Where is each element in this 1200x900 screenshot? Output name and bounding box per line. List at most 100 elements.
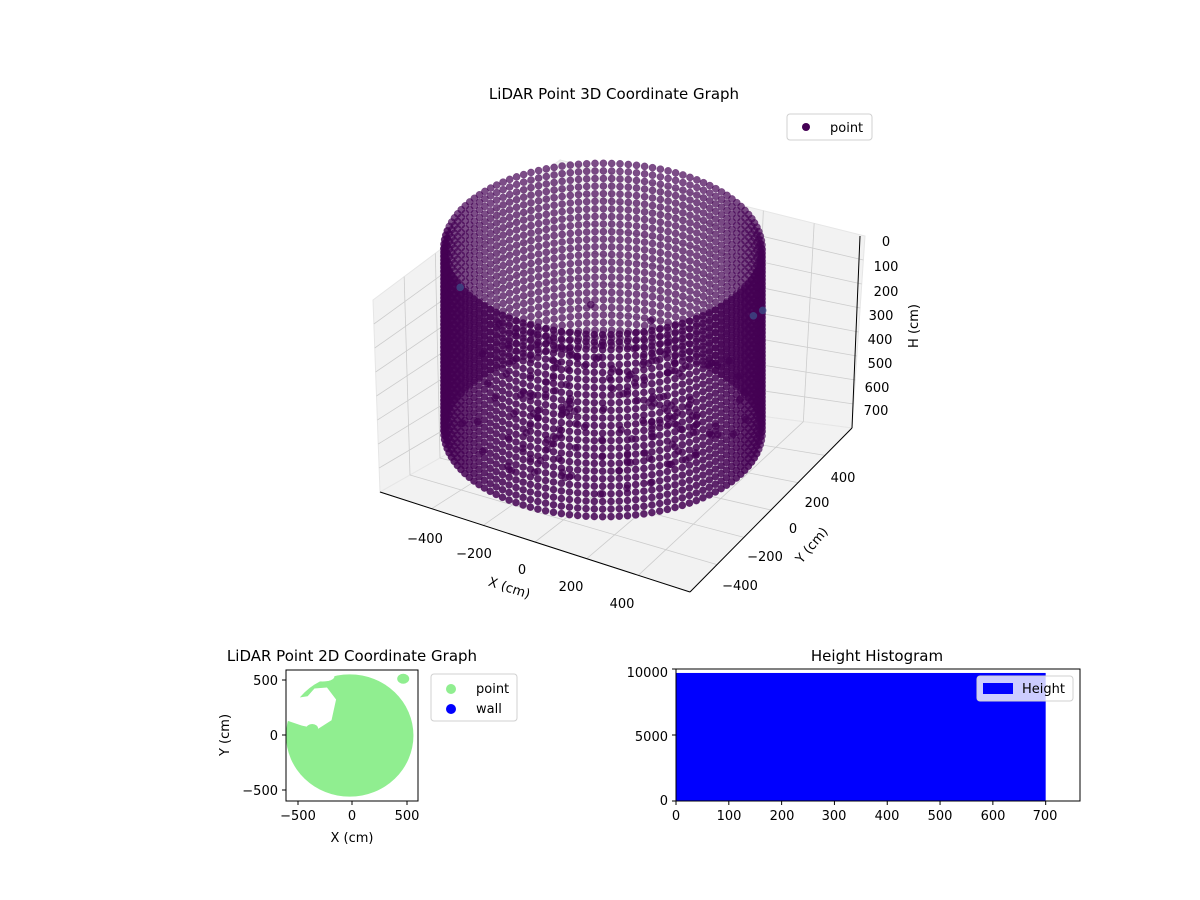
data-point	[486, 472, 495, 480]
data-point	[565, 472, 574, 481]
data-point	[557, 449, 566, 457]
y-axis-line	[689, 427, 853, 593]
data-point	[693, 297, 701, 306]
data-point	[486, 487, 495, 496]
data-point	[705, 460, 714, 469]
data-point	[624, 213, 633, 222]
data-point	[615, 444, 624, 452]
data-point	[699, 425, 707, 434]
data-point	[615, 497, 624, 505]
data-point	[557, 494, 566, 503]
data-point	[565, 374, 574, 383]
data-point	[749, 311, 758, 320]
data-point	[505, 496, 513, 504]
data-point	[686, 211, 694, 220]
data-point	[492, 422, 501, 430]
data-point	[655, 454, 664, 462]
data-point	[519, 292, 528, 300]
data-point	[550, 178, 558, 187]
data-point	[498, 425, 507, 433]
data-point	[534, 421, 542, 430]
data-point	[648, 440, 656, 449]
data-point	[526, 397, 535, 405]
data-point	[640, 238, 649, 247]
data-point	[541, 393, 550, 401]
data-point	[623, 496, 632, 505]
data-point	[598, 452, 607, 460]
data-point	[632, 282, 641, 291]
data-point	[519, 170, 528, 179]
data-point	[505, 289, 514, 298]
data-point	[607, 368, 615, 377]
data-point	[566, 168, 575, 177]
data-point	[526, 366, 535, 375]
data-point	[705, 287, 714, 296]
data-point	[475, 321, 483, 330]
data-point	[550, 231, 558, 240]
data-point	[671, 496, 679, 504]
data-point	[565, 488, 574, 496]
data-point	[599, 280, 608, 289]
data-point	[632, 214, 641, 223]
data-point	[648, 372, 656, 380]
data-point	[573, 382, 582, 391]
data-point	[519, 463, 527, 471]
data-point	[574, 281, 583, 290]
data-point	[678, 387, 687, 396]
data-point	[640, 245, 649, 254]
data-point	[663, 376, 672, 385]
data-point	[648, 292, 657, 301]
data-point	[566, 176, 575, 185]
data-point	[486, 214, 495, 223]
data-point	[574, 168, 583, 176]
data-point	[623, 451, 632, 459]
data-point	[542, 248, 551, 257]
data-point	[615, 421, 624, 430]
data-point	[624, 266, 633, 275]
data-point	[717, 226, 726, 234]
data-point	[615, 489, 624, 498]
data-point	[534, 444, 542, 453]
data-point	[519, 364, 527, 373]
data-point	[590, 512, 599, 521]
data-point	[486, 404, 495, 412]
data-point	[640, 261, 649, 269]
data-point	[705, 483, 714, 492]
data-point	[505, 243, 514, 252]
data-point	[519, 478, 527, 487]
data-point	[679, 284, 687, 293]
data-point	[492, 407, 501, 415]
data-point	[512, 339, 520, 348]
data-point	[558, 298, 566, 307]
data-point	[648, 232, 657, 240]
data-point	[655, 348, 664, 356]
data-point	[582, 497, 590, 505]
data-point	[717, 210, 726, 219]
data-point	[550, 269, 558, 278]
data-point	[526, 488, 535, 496]
data-point	[692, 451, 701, 459]
data-point	[534, 265, 543, 273]
data-point	[573, 443, 582, 452]
data-point	[646, 316, 655, 325]
data-point	[663, 384, 672, 392]
data-point	[663, 429, 672, 438]
data-point	[752, 389, 761, 397]
data-point	[498, 341, 507, 350]
data-point	[549, 349, 558, 357]
data-point	[549, 334, 558, 342]
data-point	[685, 332, 694, 341]
data-point	[534, 323, 542, 331]
data-point	[648, 224, 657, 233]
data-point	[512, 445, 520, 454]
data-point	[671, 480, 679, 489]
data-point	[566, 267, 575, 276]
data-point	[549, 425, 558, 433]
data-point	[486, 305, 495, 314]
data-point	[607, 345, 615, 354]
data-point	[557, 487, 566, 495]
data-point	[679, 254, 687, 263]
data-point	[512, 422, 520, 431]
data-point	[607, 459, 615, 468]
data-point	[557, 350, 566, 359]
